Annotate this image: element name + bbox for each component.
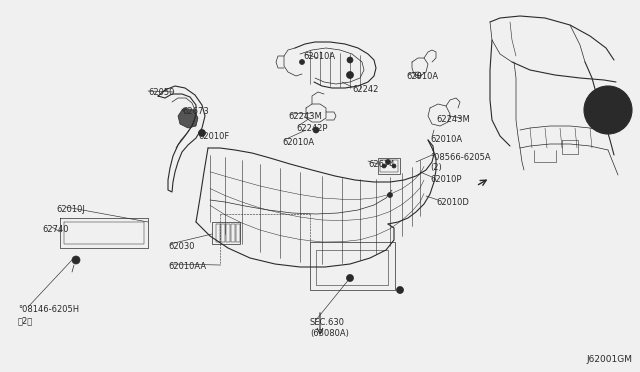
- Bar: [378, 158, 400, 174]
- Bar: [231, 224, 235, 242]
- Circle shape: [347, 57, 353, 63]
- Circle shape: [198, 129, 205, 137]
- Circle shape: [387, 192, 392, 198]
- Text: 62010F: 62010F: [198, 132, 229, 141]
- Circle shape: [200, 131, 204, 135]
- Circle shape: [397, 286, 403, 294]
- Bar: [316, 250, 388, 285]
- Circle shape: [388, 194, 391, 196]
- Text: 62030: 62030: [168, 242, 195, 251]
- Text: 62010A: 62010A: [430, 135, 462, 144]
- Circle shape: [72, 256, 80, 264]
- Text: 62010P: 62010P: [430, 175, 461, 184]
- Bar: [226, 224, 230, 242]
- Circle shape: [398, 288, 402, 292]
- Circle shape: [392, 164, 396, 168]
- Text: 62673: 62673: [182, 107, 209, 116]
- Circle shape: [385, 160, 390, 164]
- Text: 62010A: 62010A: [303, 52, 335, 61]
- Text: 62050: 62050: [148, 88, 174, 97]
- Text: 62674: 62674: [368, 160, 395, 169]
- Text: 62010J: 62010J: [56, 205, 85, 214]
- Text: 62243M: 62243M: [436, 115, 470, 124]
- Bar: [236, 224, 240, 242]
- Bar: [310, 242, 395, 290]
- Circle shape: [382, 164, 386, 168]
- Circle shape: [387, 161, 389, 163]
- Circle shape: [313, 127, 319, 133]
- Text: 62010A: 62010A: [406, 72, 438, 81]
- Text: J62001GM: J62001GM: [586, 355, 632, 364]
- Text: 62243M: 62243M: [288, 112, 322, 121]
- Text: 62010D: 62010D: [436, 198, 469, 207]
- Circle shape: [584, 86, 632, 134]
- Text: °08146-6205H: °08146-6205H: [18, 305, 79, 314]
- Circle shape: [346, 71, 353, 78]
- Bar: [221, 224, 225, 242]
- Text: 62242: 62242: [352, 85, 378, 94]
- Polygon shape: [178, 108, 198, 128]
- Bar: [216, 224, 220, 242]
- Circle shape: [349, 58, 351, 61]
- Circle shape: [300, 60, 305, 64]
- Text: 62010A: 62010A: [282, 138, 314, 147]
- Text: 62242P: 62242P: [296, 124, 328, 133]
- Circle shape: [74, 258, 78, 262]
- Circle shape: [348, 73, 352, 77]
- Text: (2): (2): [430, 163, 442, 172]
- Circle shape: [301, 61, 303, 63]
- Text: 。2〃: 。2〃: [18, 316, 33, 325]
- Text: (63080A): (63080A): [310, 329, 349, 338]
- Text: SEC.630: SEC.630: [310, 318, 345, 327]
- Text: °08566-6205A: °08566-6205A: [430, 153, 491, 162]
- Circle shape: [346, 275, 353, 282]
- Bar: [212, 222, 240, 244]
- Text: 62010AA: 62010AA: [168, 262, 206, 271]
- Text: 62740: 62740: [42, 225, 68, 234]
- Circle shape: [348, 276, 352, 280]
- Bar: [380, 160, 398, 172]
